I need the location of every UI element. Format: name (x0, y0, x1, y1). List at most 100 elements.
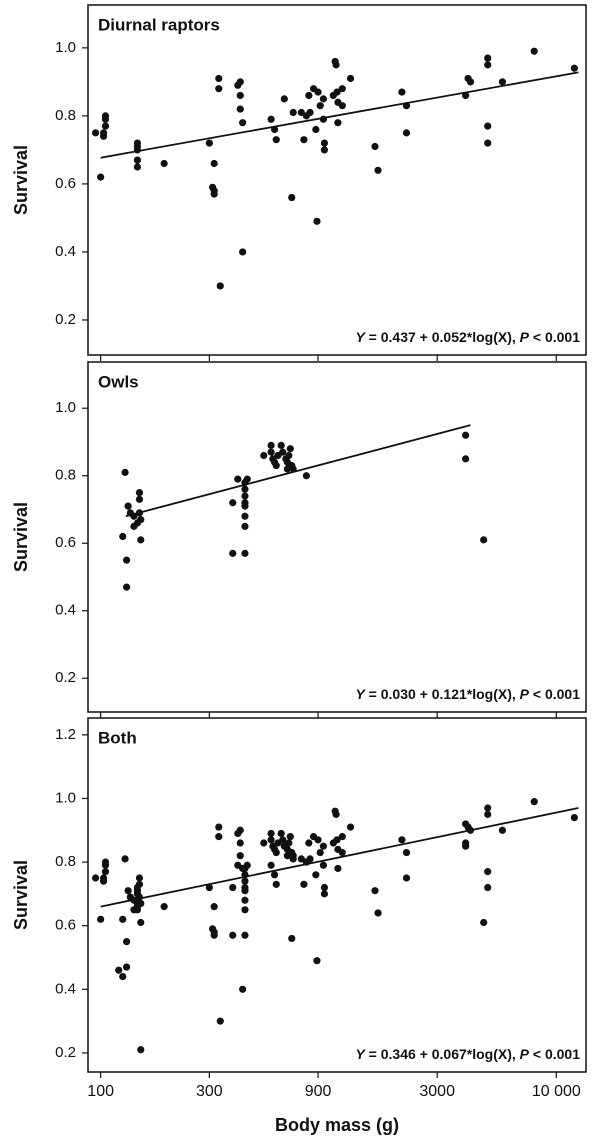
point (210, 190, 218, 198)
trend-line (100, 71, 579, 159)
y-tick-label: 1.0 (55, 39, 76, 56)
point (374, 909, 382, 917)
panel-title: Both (98, 728, 137, 747)
point (297, 108, 305, 117)
equation: Y = 0.346 + 0.067*log(X), P < 0.001 (355, 1046, 580, 1062)
point (316, 102, 324, 110)
point (285, 451, 293, 460)
point (121, 855, 129, 863)
point (101, 122, 110, 130)
point (305, 91, 313, 100)
point (402, 848, 411, 857)
y-tick-label: 0.2 (55, 669, 76, 686)
point (320, 883, 329, 892)
y-tick-label: 0.8 (55, 467, 76, 484)
point (313, 957, 321, 965)
point (338, 85, 346, 93)
point (99, 132, 108, 140)
y-tick-label: 0.2 (55, 1044, 76, 1061)
point (239, 248, 247, 256)
point (123, 937, 131, 946)
point (119, 972, 127, 981)
point (286, 833, 294, 841)
point (205, 139, 213, 147)
x-tick-label: 300 (196, 1083, 223, 1100)
point (115, 966, 123, 974)
equation-part: Y (355, 329, 366, 345)
point (279, 448, 287, 456)
y-tick-label: 0.6 (55, 917, 76, 934)
point (216, 1017, 224, 1025)
point (300, 136, 308, 144)
equation-part: P (520, 329, 530, 345)
equation-part: = 0.346 + 0.067*log(X), (365, 1046, 520, 1062)
point (91, 129, 100, 137)
point (241, 512, 249, 520)
point (319, 842, 328, 850)
point (216, 282, 224, 290)
point (160, 903, 168, 911)
point (272, 462, 280, 470)
point (239, 119, 247, 127)
y-tick-label: 0.4 (55, 980, 76, 997)
point (241, 887, 249, 895)
point (333, 836, 341, 844)
point (243, 861, 251, 869)
point (312, 125, 320, 134)
point (210, 903, 218, 911)
point (236, 91, 244, 100)
point (312, 871, 320, 879)
x-tick-label: 10 000 (532, 1083, 581, 1100)
equation-part: = 0.030 + 0.121*log(X), (365, 686, 520, 702)
point (133, 156, 142, 164)
y-tick-label: 0.4 (55, 602, 76, 619)
equation: Y = 0.437 + 0.052*log(X), P < 0.001 (355, 329, 580, 345)
equation: Y = 0.030 + 0.121*log(X), P < 0.001 (355, 686, 580, 702)
point (137, 899, 145, 908)
point (123, 583, 131, 591)
point (338, 102, 346, 110)
point (334, 864, 342, 873)
point (302, 472, 310, 480)
point (236, 826, 244, 834)
point (332, 61, 340, 69)
point (320, 890, 329, 898)
point (267, 861, 275, 869)
point (277, 441, 285, 449)
point (288, 934, 296, 943)
point (319, 861, 328, 869)
point (484, 804, 492, 812)
equation-part: = 0.437 + 0.052*log(X), (365, 329, 520, 345)
plot-frame (87, 717, 587, 1073)
point (241, 931, 249, 939)
x-tick-label: 3000 (419, 1083, 455, 1100)
point (241, 877, 249, 885)
point (484, 54, 492, 62)
point (234, 475, 242, 483)
point (498, 78, 507, 86)
point (305, 839, 313, 847)
point (313, 217, 321, 225)
point (210, 931, 218, 939)
point (133, 163, 142, 171)
point (338, 848, 346, 857)
equation-part: Y (355, 686, 366, 702)
point (229, 931, 237, 939)
point (135, 874, 144, 882)
point (316, 848, 324, 857)
y-tick-label: 1.0 (55, 789, 76, 806)
point (267, 441, 275, 449)
point (137, 536, 145, 544)
y-tick-label: 0.4 (55, 243, 76, 260)
point (402, 874, 411, 882)
equation-part: Y (355, 1046, 366, 1062)
point (241, 549, 249, 557)
point (484, 61, 492, 69)
point (236, 839, 244, 847)
point (530, 47, 538, 55)
point (239, 985, 247, 993)
y-tick-label: 0.8 (55, 853, 76, 870)
point (124, 887, 132, 895)
point (272, 136, 280, 144)
x-axis-label: Body mass (g) (275, 1115, 399, 1135)
